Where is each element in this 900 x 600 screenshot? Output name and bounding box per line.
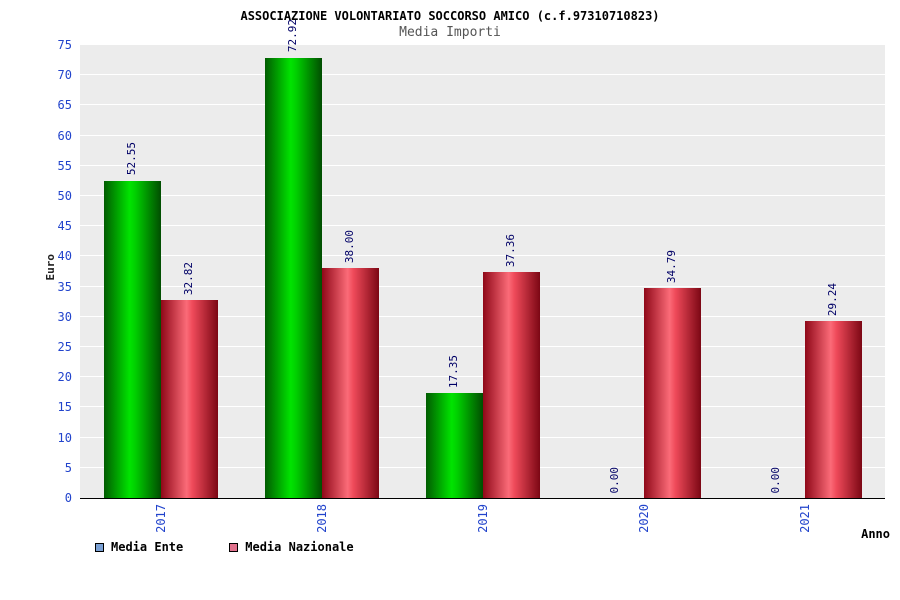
y-tick-30: 30 <box>57 309 72 324</box>
y-tick-75: 75 <box>57 38 72 52</box>
y-tick-70: 70 <box>57 68 72 83</box>
y-tick-0: 0 <box>64 491 72 505</box>
y-tick-65: 65 <box>57 98 72 113</box>
bar-group-2018: 72.92 38.00 <box>241 19 402 498</box>
bar-fill <box>482 272 540 498</box>
value-label: 72.92 <box>286 19 299 53</box>
y-tick-55: 55 <box>57 158 72 173</box>
y-tick-40: 40 <box>57 249 72 264</box>
y-tick-50: 50 <box>57 189 72 204</box>
bar-fill <box>160 299 218 498</box>
bar-fill <box>804 321 862 498</box>
gridline-55 <box>80 164 885 166</box>
plot-area: 0 5 10 15 20 25 30 35 40 45 50 55 60 65 70 75 52.55 32.82… <box>58 19 885 505</box>
bar-media-ente-2020: 0.00 <box>587 45 644 498</box>
y-axis-label: Euro <box>44 254 57 281</box>
gridline-40 <box>80 255 885 257</box>
bar-group-2017: 52.55 32.82 <box>80 45 241 498</box>
y-tick-25: 25 <box>57 340 72 355</box>
x-axis-label: Anno <box>861 527 890 541</box>
legend-swatch <box>95 542 104 552</box>
gridline-70 <box>80 74 885 76</box>
legend-label: Media Nazionale <box>245 540 354 554</box>
gridline-50 <box>80 195 885 197</box>
bar-groups: 52.55 32.82 72.92 38.00 17.35 37.36 0.00 34.79 0… <box>80 19 885 498</box>
bar-group-2020: 0.00 34.79 <box>563 45 724 498</box>
x-tick-cell-2019: 2019 <box>402 504 563 546</box>
bar-media-ente-2019: 17.35 <box>425 45 483 498</box>
y-tick-15: 15 <box>57 400 72 415</box>
bar-fill <box>425 393 483 498</box>
bar-media-ente-2018: 72.92 <box>264 19 322 498</box>
gridline-60 <box>80 134 885 136</box>
value-label: 0.00 <box>769 466 782 494</box>
bar-fill <box>321 268 379 498</box>
bar-media-ente-2021: 0.00 <box>748 45 805 498</box>
x-tick-2019: 2019 <box>475 504 490 533</box>
value-label: 32.82 <box>182 261 195 295</box>
gridline-65 <box>80 104 885 106</box>
bar-media-nazionale-2018: 38.00 <box>321 45 379 498</box>
x-tick-2017: 2017 <box>153 504 168 533</box>
value-label: 17.35 <box>447 355 460 389</box>
legend-label: Media Ente <box>111 540 184 554</box>
bar-fill <box>103 180 161 498</box>
value-label: 37.36 <box>504 234 517 268</box>
legend-item-media-nazionale: Media Nazionale <box>229 540 354 554</box>
legend-swatch <box>229 542 239 552</box>
bar-media-nazionale-2020: 34.79 <box>643 45 701 498</box>
bar-media-nazionale-2019: 37.36 <box>482 45 540 498</box>
bar-media-nazionale-2017: 32.82 <box>160 45 218 498</box>
value-label: 0.00 <box>608 466 621 494</box>
y-tick-10: 10 <box>57 430 72 445</box>
value-label: 52.55 <box>125 142 138 176</box>
bar-group-2021: 0.00 29.24 <box>724 45 885 498</box>
value-label: 38.00 <box>343 230 356 264</box>
y-tick-60: 60 <box>57 128 72 143</box>
chart-title: ASSOCIAZIONE VOLONTARIATO SOCCORSO AMICO… <box>240 9 660 23</box>
bar-fill <box>264 57 322 498</box>
legend-item-media-ente: Media Ente <box>95 540 183 554</box>
bar-media-ente-2017: 52.55 <box>103 45 161 498</box>
bar-group-2019: 17.35 37.36 <box>402 45 563 498</box>
x-tick-2018: 2018 <box>314 504 329 533</box>
x-tick-2020: 2020 <box>636 504 651 533</box>
y-tick-20: 20 <box>57 370 72 385</box>
bar-fill <box>643 287 701 498</box>
y-tick-35: 35 <box>57 279 72 294</box>
y-tick-5: 5 <box>64 460 72 475</box>
bar-media-nazionale-2021: 29.24 <box>804 45 862 498</box>
legend: Media Ente Media Nazionale <box>95 540 354 554</box>
value-label: 34.79 <box>665 249 678 283</box>
y-tick-45: 45 <box>57 219 72 234</box>
gridline-45 <box>80 225 885 227</box>
chart-subtitle: Media Importi <box>399 25 501 40</box>
x-tick-2021: 2021 <box>797 504 812 533</box>
gridline-75 <box>80 44 885 45</box>
x-tick-cell-2020: 2020 <box>563 504 724 546</box>
value-label: 29.24 <box>826 283 839 317</box>
